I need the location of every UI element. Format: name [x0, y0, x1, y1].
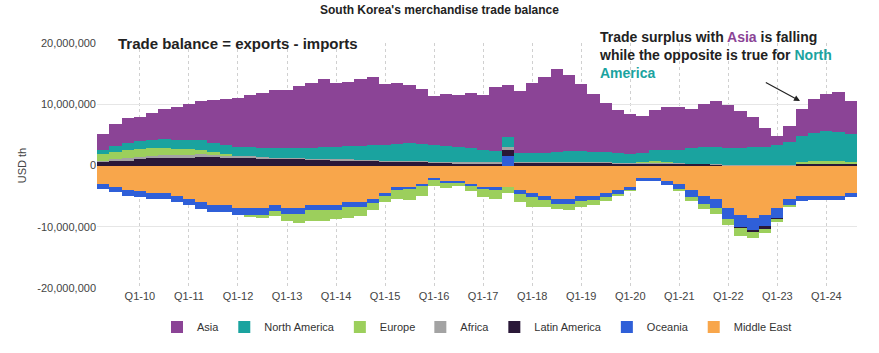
svg-text:-10,000,000: -10,000,000 [37, 221, 96, 233]
svg-text:Q1-13: Q1-13 [272, 290, 303, 302]
svg-text:Trade balance = exports - impo: Trade balance = exports - imports [118, 35, 358, 52]
svg-text:Oceania: Oceania [647, 321, 689, 333]
svg-text:Q1-17: Q1-17 [468, 290, 499, 302]
svg-text:20,000,000: 20,000,000 [41, 37, 96, 49]
svg-text:Asia: Asia [197, 321, 219, 333]
svg-text:Q1-23: Q1-23 [762, 290, 793, 302]
svg-text:Q1-11: Q1-11 [174, 290, 204, 302]
svg-text:10,000,000: 10,000,000 [41, 98, 96, 110]
svg-text:North America: North America [264, 321, 335, 333]
svg-text:Q1-22: Q1-22 [713, 290, 744, 302]
svg-text:USD th: USD th [16, 148, 28, 183]
svg-text:-20,000,000: -20,000,000 [37, 282, 96, 294]
svg-text:Q1-20: Q1-20 [615, 290, 646, 302]
svg-text:Q1-24: Q1-24 [811, 290, 842, 302]
svg-text:Q1-18: Q1-18 [517, 290, 548, 302]
svg-text:South Korea's merchandise trad: South Korea's merchandise trade balance [320, 3, 559, 17]
svg-text:Q1-15: Q1-15 [370, 290, 401, 302]
svg-text:Trade surplus with Asia is fal: Trade surplus with Asia is fallingwhile … [599, 29, 832, 81]
svg-text:0: 0 [90, 159, 96, 171]
svg-text:Q1-19: Q1-19 [566, 290, 597, 302]
svg-text:Q1-12: Q1-12 [223, 290, 254, 302]
svg-text:Q1-21: Q1-21 [664, 290, 695, 302]
svg-text:Q1-10: Q1-10 [125, 290, 156, 302]
svg-text:Latin America: Latin America [534, 321, 602, 333]
svg-text:Middle East: Middle East [734, 321, 791, 333]
svg-text:Q1-16: Q1-16 [419, 290, 450, 302]
svg-text:Europe: Europe [380, 321, 415, 333]
svg-text:Q1-14: Q1-14 [321, 290, 352, 302]
svg-text:Africa: Africa [460, 321, 489, 333]
